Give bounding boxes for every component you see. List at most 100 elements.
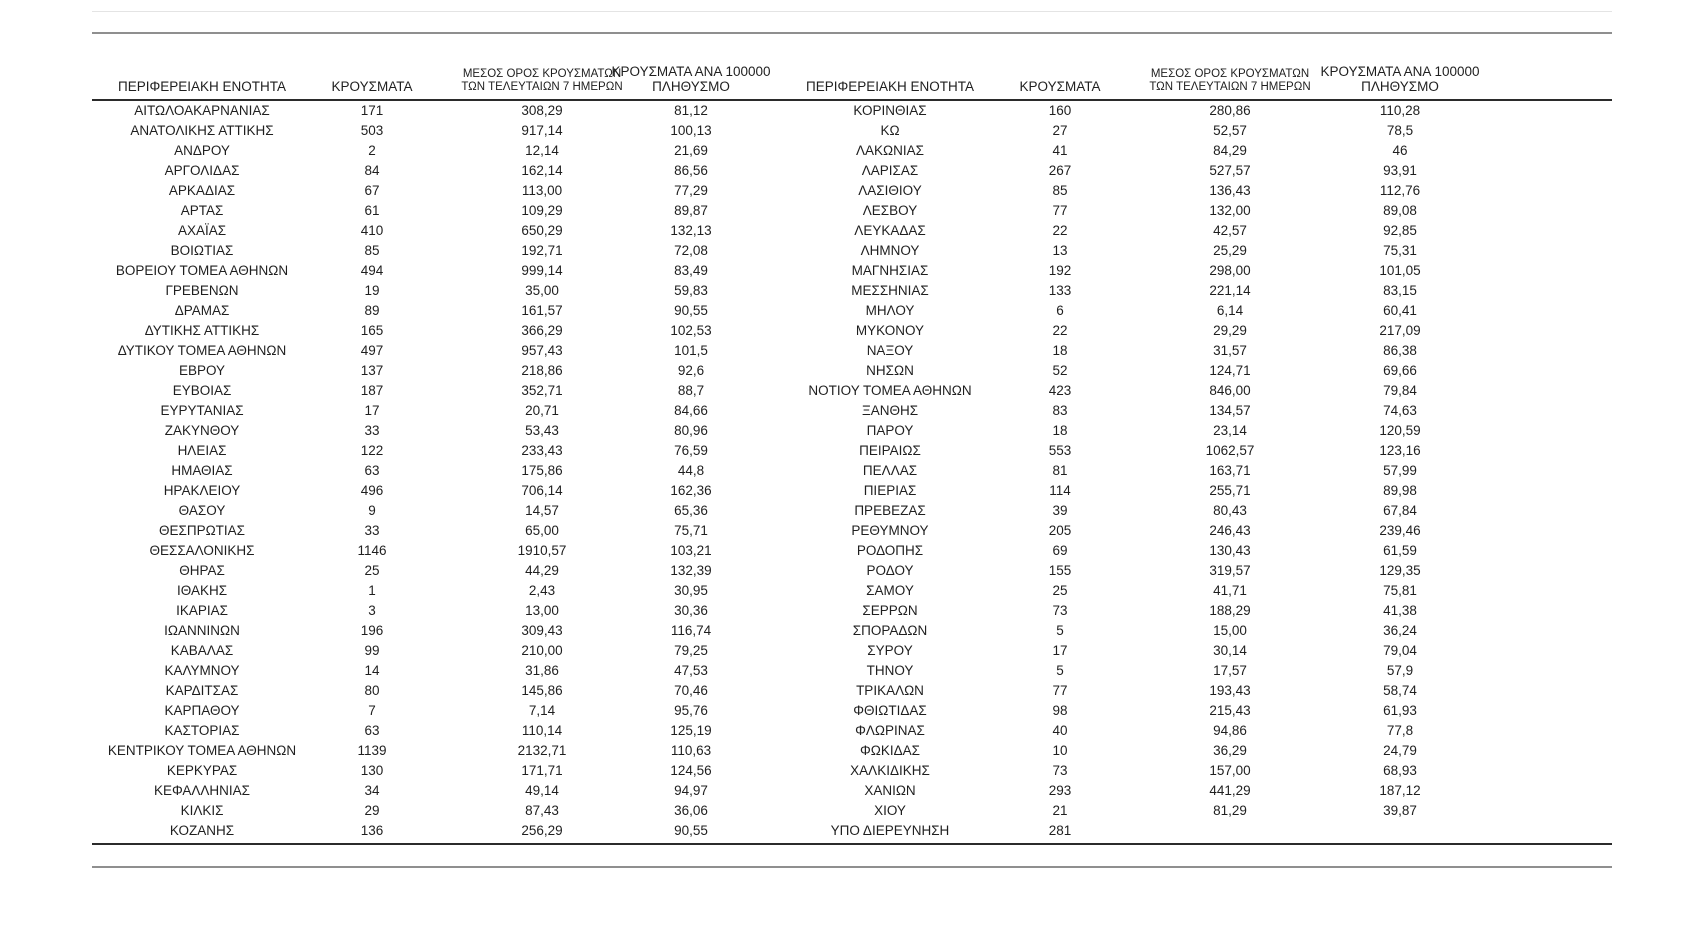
table-row: ΣΑΜΟΥ 25 41,71 75,81: [780, 581, 1460, 601]
cell-avg7: 13,00: [525, 603, 559, 618]
table-row: ΣΠΟΡΑΔΩΝ 5 15,00 36,24: [780, 621, 1460, 641]
cell-avg7: 246,43: [1209, 523, 1251, 538]
cell-region: ΛΑΡΙΣΑΣ: [861, 163, 919, 178]
column-header-region: ΠΕΡΙΦΕΡΕΙΑΚΗ ΕΝΟΤΗΤΑ: [805, 79, 975, 94]
cell-region: ΔΡΑΜΑΣ: [174, 303, 230, 318]
table-row: ΚΑΡΠΑΘΟΥ 7 7,14 95,76: [92, 701, 730, 721]
cell-region: ΖΑΚΥΝΘΟΥ: [164, 423, 240, 438]
cell-avg7: 30,14: [1213, 643, 1247, 658]
table-row: ΓΡΕΒΕΝΩΝ 19 35,00 59,83: [92, 281, 730, 301]
cell-per100k: 116,74: [670, 623, 712, 638]
cell-cases: 52: [1052, 363, 1068, 378]
cell-cases: 137: [360, 363, 384, 378]
cell-cases: 18: [1052, 343, 1068, 358]
cell-avg7: 94,86: [1213, 723, 1247, 738]
table-row: ΑΙΤΩΛΟΑΚΑΡΝΑΝΙΑΣ 171 308,29 81,12: [92, 101, 730, 121]
table-row: ΙΘΑΚΗΣ 1 2,43 30,95: [92, 581, 730, 601]
cell-region: ΗΜΑΘΙΑΣ: [171, 463, 233, 478]
cell-region: ΠΑΡΟΥ: [866, 423, 914, 438]
cell-region: ΑΡΓΟΛΙΔΑΣ: [164, 163, 240, 178]
cell-region: ΣΕΡΡΩΝ: [862, 603, 918, 618]
cell-per100k: 65,36: [674, 503, 708, 518]
column-header-per100k: ΚΡΟΥΣΜΑΤΑ ΑΝΑ 100000 ΠΛΗΘΥΣΜΟ: [611, 64, 771, 94]
cell-cases: 192: [1048, 263, 1072, 278]
cell-per100k: 30,95: [674, 583, 708, 598]
table-row: ΝΟΤΙΟΥ ΤΟΜΕΑ ΑΘΗΝΩΝ 423 846,00 79,84: [780, 381, 1460, 401]
cell-per100k: 100,13: [670, 123, 712, 138]
cell-avg7: 31,86: [525, 663, 559, 678]
table-row: ΧΑΛΚΙΔΙΚΗΣ 73 157,00 68,93: [780, 761, 1460, 781]
table-row: ΑΡΚΑΔΙΑΣ 67 113,00 77,29: [92, 181, 730, 201]
table-row: ΚΑΣΤΟΡΙΑΣ 63 110,14 125,19: [92, 721, 730, 741]
cell-region: ΝΗΣΩΝ: [866, 363, 914, 378]
table-row: ΑΧΑΪΑΣ 410 650,29 132,13: [92, 221, 730, 241]
cell-per100k: 89,98: [1383, 483, 1417, 498]
table-row: ΖΑΚΥΝΘΟΥ 33 53,43 80,96: [92, 421, 730, 441]
table-row: ΘΕΣΠΡΩΤΙΑΣ 33 65,00 75,71: [92, 521, 730, 541]
cell-per100k: 70,46: [674, 683, 708, 698]
table-row: ΛΑΡΙΣΑΣ 267 527,57 93,91: [780, 161, 1460, 181]
table-row: ΦΛΩΡΙΝΑΣ 40 94,86 77,8: [780, 721, 1460, 741]
cell-per100k: 76,59: [674, 443, 708, 458]
table-row: ΝΗΣΩΝ 52 124,71 69,66: [780, 361, 1460, 381]
cell-cases: 130: [360, 763, 384, 778]
cell-per100k: 125,19: [670, 723, 712, 738]
cell-cases: 14: [364, 663, 380, 678]
cell-region: ΑΡΚΑΔΙΑΣ: [168, 183, 236, 198]
cell-cases: 67: [364, 183, 380, 198]
cell-per100k: 80,96: [674, 423, 708, 438]
table-header-right: ΠΕΡΙΦΕΡΕΙΑΚΗ ΕΝΟΤΗΤΑ ΚΡΟΥΣΜΑΤΑ ΜΕΣΟΣ ΟΡΟ…: [780, 52, 1480, 98]
table-row: ΧΙΟΥ 21 81,29 39,87: [780, 801, 1460, 821]
cell-cases: 80: [364, 683, 380, 698]
cell-avg7: 145,86: [521, 683, 563, 698]
cell-region: ΠΕΛΛΑΣ: [862, 463, 918, 478]
cell-per100k: 44,8: [677, 463, 705, 478]
cell-avg7: 109,29: [521, 203, 563, 218]
table-row: ΚΙΛΚΙΣ 29 87,43 36,06: [92, 801, 730, 821]
cell-avg7: 308,29: [521, 103, 563, 118]
cell-per100k: 21,69: [674, 143, 708, 158]
table-row: ΘΑΣΟΥ 9 14,57 65,36: [92, 501, 730, 521]
cell-cases: 17: [364, 403, 380, 418]
cell-region: ΔΥΤΙΚΗΣ ΑΤΤΙΚΗΣ: [144, 323, 260, 338]
cell-region: ΚΟΡΙΝΘΙΑΣ: [853, 103, 927, 118]
cell-region: ΝΑΞΟΥ: [866, 343, 914, 358]
cell-per100k: 36,06: [674, 803, 708, 818]
cell-avg7: 17,57: [1213, 663, 1247, 678]
cell-region: ΑΙΤΩΛΟΑΚΑΡΝΑΝΙΑΣ: [134, 103, 270, 118]
cell-cases: 553: [1048, 443, 1072, 458]
table-row: ΛΕΥΚΑΔΑΣ 22 42,57 92,85: [780, 221, 1460, 241]
table-row: ΚΑΒΑΛΑΣ 99 210,00 79,25: [92, 641, 730, 661]
table-row: ΗΜΑΘΙΑΣ 63 175,86 44,8: [92, 461, 730, 481]
cell-cases: 267: [1048, 163, 1072, 178]
table-row: ΑΡΓΟΛΙΔΑΣ 84 162,14 86,56: [92, 161, 730, 181]
cell-cases: 33: [364, 523, 380, 538]
cell-cases: 25: [1052, 583, 1068, 598]
cell-avg7: 162,14: [521, 163, 563, 178]
cell-region: ΙΘΑΚΗΣ: [176, 583, 228, 598]
cell-per100k: 69,66: [1383, 363, 1417, 378]
cell-cases: 13: [1052, 243, 1068, 258]
cell-avg7: 130,43: [1209, 543, 1251, 558]
cell-per100k: 86,56: [674, 163, 708, 178]
cell-per100k: 68,93: [1383, 763, 1417, 778]
table-row: ΠΙΕΡΙΑΣ 114 255,71 89,98: [780, 481, 1460, 501]
cell-per100k: 41,38: [1383, 603, 1417, 618]
table-row: ΥΠΟ ΔΙΕΡΕΥΝΗΣΗ 281: [780, 821, 1460, 841]
column-header-avg7: ΜΕΣΟΣ ΟΡΟΣ ΚΡΟΥΣΜΑΤΩΝ ΤΩΝ ΤΕΛΕΥΤΑΙΩΝ 7 Η…: [1149, 68, 1311, 93]
cell-region: ΗΛΕΙΑΣ: [177, 443, 227, 458]
cell-per100k: 90,55: [674, 823, 708, 838]
table-row: ΛΑΣΙΘΙΟΥ 85 136,43 112,76: [780, 181, 1460, 201]
cell-cases: 18: [1052, 423, 1068, 438]
cell-region: ΚΑΣΤΟΡΙΑΣ: [164, 723, 240, 738]
cell-avg7: [1120, 821, 1340, 841]
cell-cases: 19: [364, 283, 380, 298]
cell-avg7: 35,00: [525, 283, 559, 298]
cell-region: ΜΥΚΟΝΟΥ: [855, 323, 925, 338]
cell-region: ΙΩΑΝΝΙΝΩΝ: [164, 623, 240, 638]
cell-cases: 40: [1052, 723, 1068, 738]
cell-cases: 7: [368, 703, 376, 718]
cell-avg7: 2,43: [528, 583, 556, 598]
cell-region: ΘΕΣΣΑΛΟΝΙΚΗΣ: [149, 543, 255, 558]
cell-region: ΞΑΝΘΗΣ: [861, 403, 919, 418]
